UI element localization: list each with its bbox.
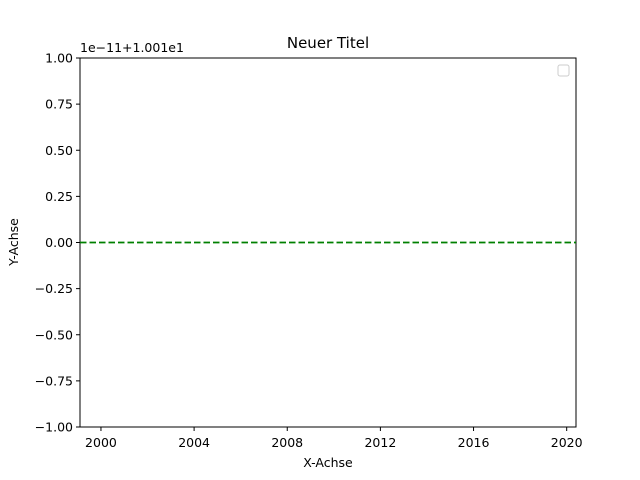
y-tick-label: −1.00: [35, 420, 73, 435]
y-tick-label: 0.50: [45, 143, 73, 158]
y-tick-label: 0.25: [45, 189, 73, 204]
y-offset-text: 1e−11+1.001e1: [80, 40, 184, 55]
y-tick-label: −0.25: [35, 281, 73, 296]
y-ticks: 1.00 0.75 0.50 0.25 0.00 −0.25 −0.50 −0.75 −1.00: [35, 51, 80, 435]
x-tick-label: 2016: [458, 435, 490, 450]
y-tick-label: 1.00: [45, 51, 73, 66]
y-tick-label: 0.75: [45, 97, 73, 112]
y-tick-label: −0.50: [35, 327, 73, 342]
x-axis-label: X-Achse: [303, 455, 353, 470]
x-tick-label: 2012: [364, 435, 396, 450]
y-tick-label: 0.00: [45, 235, 73, 250]
x-ticks: 2000 2004 2008 2012 2016 2020: [85, 427, 583, 450]
x-tick-label: 2000: [85, 435, 117, 450]
y-tick-label: −0.75: [35, 373, 73, 388]
x-tick-label: 2020: [551, 435, 583, 450]
y-axis-label: Y-Achse: [6, 218, 21, 267]
x-tick-label: 2004: [178, 435, 210, 450]
chart-title: Neuer Titel: [287, 34, 369, 52]
x-tick-label: 2008: [271, 435, 303, 450]
legend-box: [557, 64, 570, 77]
